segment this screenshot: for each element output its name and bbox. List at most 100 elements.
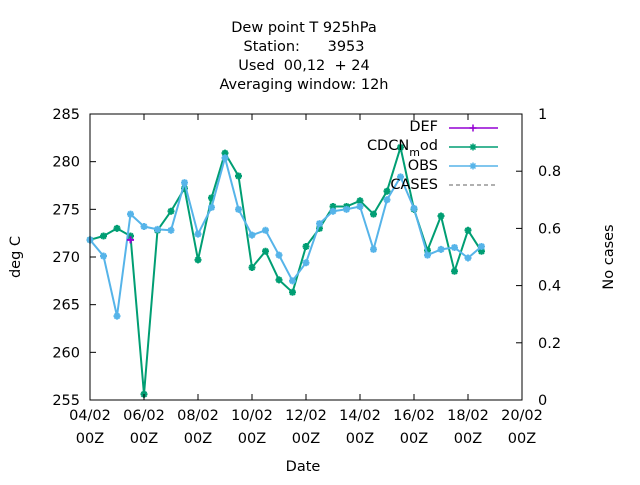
data-point-obs <box>437 245 445 253</box>
data-point-cdcnmod <box>127 232 134 240</box>
x-tick-label-date: 20/02 <box>501 408 543 424</box>
chart-title-line-1: Dew point T 925hPa <box>231 20 376 36</box>
series-obs <box>86 154 485 320</box>
x-axis-label: Date <box>286 459 321 475</box>
x-tick-label-date: 06/02 <box>123 408 165 424</box>
data-point-obs <box>316 220 323 228</box>
x-tick-label-date: 08/02 <box>177 408 219 424</box>
data-point-obs <box>356 202 364 210</box>
data-point-obs <box>451 243 458 251</box>
data-point-cdcnmod <box>113 224 121 232</box>
y-tick-label: 270 <box>52 250 80 266</box>
x-tick-label-hour: 00Z <box>292 431 320 447</box>
data-point-obs <box>383 196 391 204</box>
chart-title: Dew point T 925hPa Station: 3953 Used 00… <box>219 20 388 93</box>
legend: DEF CDCNmod OBS CASES <box>367 119 498 193</box>
data-point-cdcnmod <box>248 263 256 271</box>
legend-label-cdcnmod-main: CDCN <box>367 138 409 154</box>
data-point-cdcnmod <box>208 194 215 202</box>
legend-label-cases: CASES <box>390 177 438 193</box>
legend-item-def: DEF <box>409 119 498 135</box>
data-point-cdcnmod <box>221 149 229 157</box>
data-point-obs <box>464 254 472 262</box>
series-layer <box>86 143 485 398</box>
data-point-obs <box>329 207 337 215</box>
data-point-obs <box>410 204 418 212</box>
x-tick-label-date: 04/02 <box>69 408 111 424</box>
data-point-cdcnmod <box>478 247 485 255</box>
y2-tick-label: 0 <box>538 393 547 409</box>
legend-label-cdcnmod: CDCNmod <box>367 138 438 159</box>
legend-marker-cdcnmod <box>469 143 477 151</box>
data-point-obs <box>140 222 148 230</box>
x-tick-label-hour: 00Z <box>346 431 374 447</box>
data-point-cdcnmod <box>424 246 431 254</box>
data-point-obs <box>100 252 107 260</box>
data-point-obs <box>221 154 229 162</box>
data-point-cdcnmod <box>100 232 107 240</box>
data-point-cdcnmod <box>451 267 458 275</box>
data-point-cdcnmod <box>235 172 242 180</box>
x-tick-label-hour: 00Z <box>454 431 482 447</box>
data-point-cdcnmod <box>181 184 188 192</box>
data-point-obs <box>154 225 161 233</box>
data-point-obs <box>181 179 188 187</box>
data-point-obs <box>275 251 283 259</box>
data-point-cdcnmod <box>329 202 337 210</box>
y-tick-label: 260 <box>52 345 80 361</box>
x-tick-label-hour: 00Z <box>508 431 536 447</box>
y-axis-label: deg C <box>8 236 24 278</box>
data-point-obs <box>235 205 242 213</box>
data-point-cdcnmod <box>356 197 364 205</box>
data-point-obs <box>113 312 121 320</box>
data-point-cdcnmod <box>302 243 310 251</box>
legend-label-obs: OBS <box>408 158 438 174</box>
x-tick-label-hour: 00Z <box>130 431 158 447</box>
data-point-obs <box>248 231 256 239</box>
data-point-obs <box>194 230 202 238</box>
y2-tick-label: 0.2 <box>538 336 561 352</box>
legend-label-cdcnmod-tail: od <box>420 138 438 154</box>
y-tick-label: 285 <box>52 107 80 123</box>
y2-tick-label: 0.4 <box>538 279 561 295</box>
data-point-obs <box>302 259 310 267</box>
data-point-cdcnmod <box>275 276 283 284</box>
y-tick-label: 275 <box>52 202 80 218</box>
data-point-obs <box>478 243 485 251</box>
data-point-cdcnmod <box>383 187 391 195</box>
data-point-cdcnmod <box>194 256 202 264</box>
data-point-obs <box>424 251 431 259</box>
x-tick-label-hour: 00Z <box>400 431 428 447</box>
data-point-obs <box>167 226 175 234</box>
y-tick-label: 255 <box>52 393 80 409</box>
legend-label-def: DEF <box>409 119 438 135</box>
axes: 04/02 00Z 06/02 00Z 08/02 00Z 10/02 00Z 12/02 00Z… <box>52 107 561 447</box>
x-tick-label-date: 14/02 <box>339 408 381 424</box>
data-point-cdcnmod <box>316 224 323 232</box>
data-point-cdcnmod <box>262 247 269 255</box>
legend-marker-obs <box>469 162 477 170</box>
y-tick-label: 265 <box>52 298 80 314</box>
x-tick-label-date: 10/02 <box>231 408 273 424</box>
data-point-cdcnmod <box>397 143 404 151</box>
data-point-cdcnmod <box>370 210 377 218</box>
data-point-cdcnmod <box>289 288 296 296</box>
data-point-cdcnmod <box>464 226 472 234</box>
x-tick-label-hour: 00Z <box>184 431 212 447</box>
y2-tick-label: 1 <box>538 107 547 123</box>
data-point-obs <box>397 173 404 181</box>
x-tick-label-date: 18/02 <box>447 408 489 424</box>
legend-item-cases: CASES <box>390 177 498 193</box>
chart-title-line-4: Averaging window: 12h <box>219 77 388 93</box>
y2-axis-label: No cases <box>601 224 617 289</box>
chart-title-line-2: Station: 3953 <box>244 39 365 55</box>
x-tick-label-hour: 00Z <box>238 431 266 447</box>
data-point-cdcnmod <box>167 207 175 215</box>
legend-item-cdcnmod: CDCNmod <box>367 138 498 159</box>
x-tick-label-date: 12/02 <box>285 408 327 424</box>
y2-tick-label: 0.8 <box>538 164 561 180</box>
data-point-obs <box>262 226 269 234</box>
data-point-obs <box>208 203 215 211</box>
data-point-def <box>127 236 134 244</box>
